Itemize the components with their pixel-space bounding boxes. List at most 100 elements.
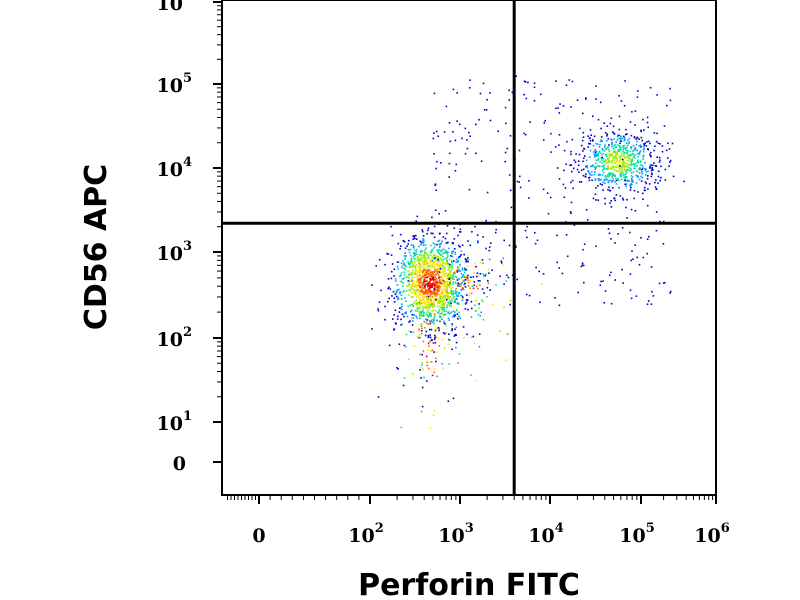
- event-dot: [475, 123, 477, 126]
- event-dot: [495, 228, 497, 231]
- event-dot: [439, 243, 442, 245]
- event-dot: [664, 179, 667, 181]
- event-dot: [437, 251, 439, 253]
- event-dot: [466, 276, 468, 279]
- event-dot: [426, 257, 429, 260]
- event-dot: [633, 165, 636, 168]
- event-dot: [455, 287, 457, 290]
- event-dot: [487, 280, 489, 282]
- event-dot: [431, 264, 433, 266]
- event-dot: [533, 82, 536, 85]
- event-dot: [400, 274, 402, 276]
- event-dot: [435, 273, 437, 276]
- event-dot: [451, 329, 453, 332]
- event-dot: [437, 277, 440, 279]
- event-dot: [458, 285, 461, 287]
- event-dot: [398, 311, 401, 313]
- event-dot: [440, 276, 443, 279]
- event-dot: [623, 140, 626, 142]
- event-dot: [504, 106, 507, 109]
- event-dot: [454, 299, 456, 301]
- event-dot: [425, 271, 427, 274]
- event-dot: [661, 150, 664, 153]
- event-dot: [420, 244, 422, 246]
- event-dot: [602, 280, 604, 282]
- event-dot: [557, 107, 559, 109]
- event-dot: [435, 296, 438, 299]
- event-dot: [631, 250, 633, 252]
- event-dot: [433, 225, 436, 228]
- event-dot: [606, 162, 608, 164]
- event-dot: [438, 345, 441, 347]
- event-dot: [612, 174, 615, 177]
- event-dot: [450, 266, 453, 269]
- event-dot: [627, 155, 629, 157]
- event-dot: [425, 304, 427, 307]
- event-dot: [439, 276, 441, 278]
- event-dot: [436, 299, 439, 302]
- y-tick-base: 10: [157, 75, 183, 97]
- event-dot: [477, 313, 480, 316]
- event-dot: [433, 257, 435, 259]
- y-tick-label: 101: [157, 409, 193, 435]
- event-dot: [429, 298, 432, 300]
- event-dot: [424, 293, 426, 295]
- event-dot: [600, 280, 602, 283]
- event-dot: [433, 351, 435, 353]
- event-dot: [465, 277, 467, 280]
- event-dot: [461, 267, 464, 269]
- event-dot: [591, 179, 593, 182]
- event-dot: [436, 263, 439, 265]
- event-dot: [412, 304, 414, 307]
- event-dot: [632, 163, 635, 165]
- event-dot: [445, 332, 447, 334]
- event-dot: [444, 296, 446, 299]
- event-dot: [448, 152, 451, 155]
- event-dot: [400, 318, 402, 321]
- event-dot: [599, 143, 601, 146]
- event-dot: [582, 131, 585, 134]
- event-dot: [433, 409, 436, 412]
- event-dot: [461, 282, 463, 284]
- event-dot: [607, 181, 610, 184]
- event-dot: [425, 274, 427, 277]
- event-dot: [445, 274, 447, 276]
- event-dot: [444, 275, 446, 278]
- event-dot: [433, 304, 435, 307]
- event-dot: [438, 302, 441, 304]
- event-dot: [604, 179, 606, 182]
- event-dot: [621, 163, 624, 166]
- event-dot: [623, 168, 625, 171]
- event-dot: [588, 179, 591, 182]
- event-dot: [650, 303, 653, 305]
- event-dot: [587, 169, 590, 172]
- event-dot: [606, 133, 609, 135]
- x-tick-label: 0: [252, 525, 265, 547]
- event-dot: [623, 155, 626, 157]
- event-dot: [653, 162, 655, 164]
- event-dot: [631, 183, 633, 186]
- event-dot: [422, 296, 424, 299]
- event-dot: [499, 330, 501, 333]
- event-dot: [663, 125, 666, 127]
- event-dot: [623, 166, 626, 169]
- event-dot: [442, 313, 444, 316]
- event-dot: [500, 260, 502, 262]
- event-dot: [619, 165, 621, 167]
- event-dot: [470, 336, 473, 339]
- y-tick-base: 0: [173, 453, 186, 475]
- event-dot: [440, 272, 442, 274]
- event-dot: [642, 118, 644, 121]
- event-dot: [450, 290, 453, 292]
- event-dot: [432, 273, 434, 275]
- event-dot: [418, 291, 420, 293]
- event-dot: [408, 251, 411, 254]
- event-dot: [434, 300, 437, 302]
- event-dot: [422, 340, 425, 343]
- event-dot: [611, 167, 613, 170]
- event-dot: [416, 310, 419, 312]
- event-dot: [413, 302, 416, 305]
- event-dot: [634, 124, 636, 126]
- event-dot: [638, 145, 640, 147]
- event-dot: [429, 283, 432, 286]
